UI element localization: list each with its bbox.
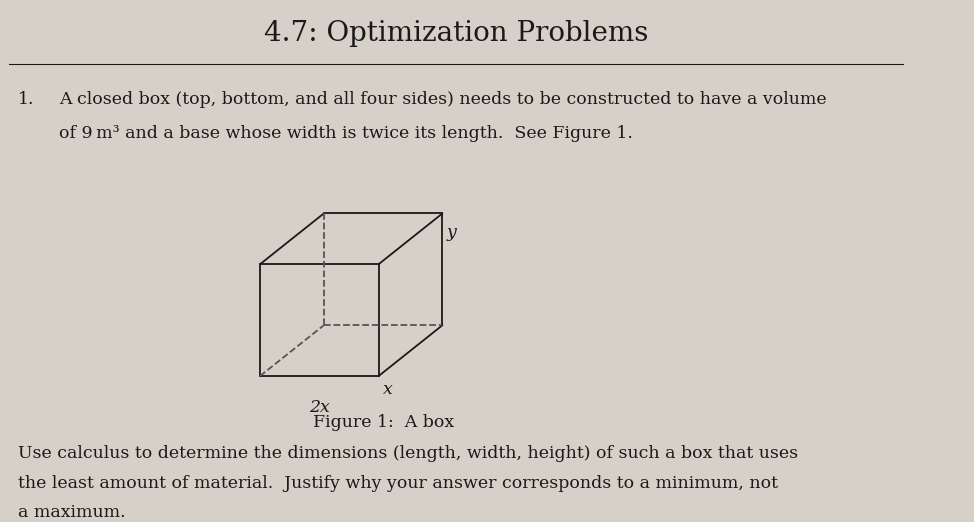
Text: the least amount of material.  Justify why your answer corresponds to a minimum,: the least amount of material. Justify wh… <box>19 475 778 492</box>
Text: 4.7: Optimization Problems: 4.7: Optimization Problems <box>264 20 649 48</box>
Text: Use calculus to determine the dimensions (length, width, height) of such a box t: Use calculus to determine the dimensions… <box>19 445 799 461</box>
Text: y: y <box>447 223 457 241</box>
Text: x: x <box>383 381 393 398</box>
Text: 1.: 1. <box>19 91 35 109</box>
Text: Figure 1:  A box: Figure 1: A box <box>313 414 454 431</box>
Text: A closed box (top, bottom, and all four sides) needs to be constructed to have a: A closed box (top, bottom, and all four … <box>59 91 827 109</box>
Text: of 9 m³ and a base whose width is twice its length.  See Figure 1.: of 9 m³ and a base whose width is twice … <box>59 125 633 141</box>
Text: 2x: 2x <box>309 399 329 416</box>
Text: a maximum.: a maximum. <box>19 504 126 521</box>
